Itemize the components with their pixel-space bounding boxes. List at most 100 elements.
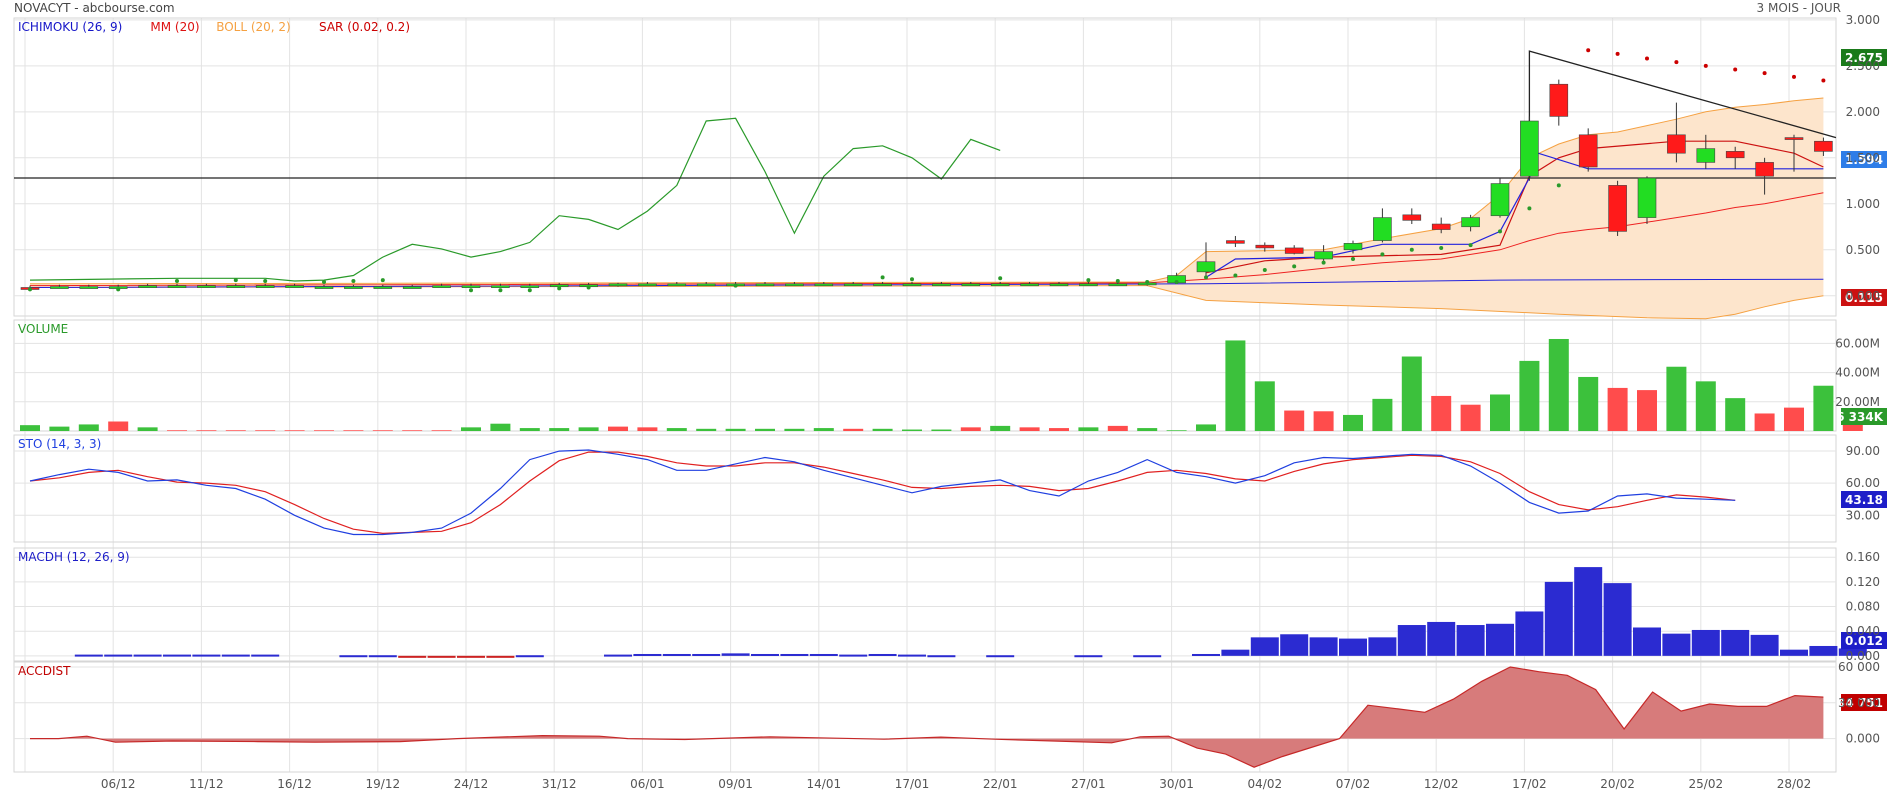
volume-bar	[167, 430, 187, 431]
volume-bar	[1813, 385, 1834, 431]
volume-bar	[1490, 394, 1510, 431]
candle-body	[314, 286, 334, 289]
macd-title: MACDH (12, 26, 9)	[18, 550, 130, 564]
macd-bar	[221, 654, 250, 657]
volume-bar	[1196, 424, 1216, 431]
x-tick-label: 14/01	[807, 777, 842, 791]
candle-body	[79, 286, 99, 289]
candle-body	[1814, 140, 1833, 152]
volume-bar	[519, 428, 540, 431]
macd-bar	[1515, 611, 1544, 656]
y-tick-label: 40.00M	[1835, 366, 1880, 380]
y-tick-label: 0.080	[1846, 600, 1880, 614]
volume-bar	[255, 430, 276, 431]
x-tick-label: 19/12	[366, 777, 401, 791]
macd-bar	[104, 654, 133, 657]
candle-body	[1608, 185, 1627, 232]
sar-dot	[1439, 245, 1444, 250]
volume-bar	[1049, 428, 1069, 431]
candle-body	[1490, 183, 1510, 217]
price-marker-bg	[1841, 289, 1887, 306]
candle-body	[402, 286, 422, 289]
sar-dot	[1762, 71, 1767, 76]
volume-bar	[1225, 340, 1246, 431]
price-marker-label: 0.115	[1845, 291, 1883, 305]
macd-bar	[1427, 621, 1456, 656]
sar-dot	[1821, 78, 1826, 83]
macd-bar	[1368, 637, 1397, 656]
candle-body	[461, 285, 481, 288]
volume-bar	[1284, 410, 1305, 431]
sar-dot	[498, 288, 503, 293]
macd-bar	[74, 654, 103, 657]
macd-bar	[427, 655, 456, 658]
candle-body	[843, 283, 863, 287]
sar-dot	[1292, 264, 1297, 269]
candle-body	[1255, 244, 1275, 249]
y-tick-label: 20.00M	[1835, 395, 1880, 409]
candle-body	[167, 285, 187, 288]
volume-bar	[1166, 430, 1187, 431]
volume-bar	[1637, 390, 1657, 431]
candle-body	[197, 285, 216, 288]
panel-frame	[13, 434, 1837, 543]
sar-dot	[322, 279, 326, 284]
candle-body	[1284, 247, 1304, 254]
sar-dot	[1145, 279, 1150, 284]
sto-marker-label: 43.18	[1845, 493, 1883, 507]
y-tick-label: 0.000	[1846, 289, 1880, 303]
x-tick-label: 12/02	[1424, 777, 1459, 791]
candle-body	[1461, 217, 1480, 228]
ichimoku-lagging-line	[29, 117, 1001, 282]
sar-dot	[1321, 260, 1326, 265]
x-tick-label: 27/01	[1071, 777, 1106, 791]
volume-bar	[813, 428, 834, 431]
y-tick-label: 60.00M	[1835, 336, 1880, 350]
sar-dot	[175, 279, 179, 284]
macd-bar	[1838, 648, 1867, 656]
accdist-line	[30, 666, 1824, 768]
sar-dot	[1204, 275, 1208, 280]
volume-bar	[1019, 427, 1040, 431]
volume-bar	[637, 427, 658, 431]
candle-body	[285, 285, 304, 288]
sar-dot	[351, 279, 356, 284]
macd-bar	[1250, 637, 1279, 656]
legend-entry: MM (20)	[150, 20, 199, 34]
volume-title: VOLUME	[18, 322, 68, 336]
candle-body	[1343, 243, 1363, 251]
volume-bar	[49, 426, 70, 431]
macd-bar	[780, 653, 809, 656]
y-tick-label: 2.500	[1846, 59, 1880, 73]
volume-bar	[284, 430, 305, 431]
sar-dot	[1115, 279, 1120, 284]
x-tick-label: 25/02	[1689, 777, 1724, 791]
macd-bar	[1133, 655, 1162, 658]
period-label: 3 MOIS - JOUR	[1757, 1, 1841, 15]
macd-bar	[368, 655, 397, 658]
sar-dot	[116, 287, 121, 292]
candle-body	[226, 285, 246, 288]
panel-frame	[13, 17, 1837, 317]
macd-bar	[692, 653, 721, 656]
moving-average-line	[29, 192, 1824, 287]
volume-bar	[1578, 376, 1599, 431]
sar-dot	[28, 287, 32, 292]
candle-body	[1520, 120, 1539, 177]
x-tick-label: 06/12	[101, 777, 136, 791]
sar-dot	[380, 278, 385, 283]
sto-marker-bg	[1841, 491, 1887, 508]
volume-bar	[343, 430, 364, 431]
candle-body	[1637, 177, 1657, 218]
sar-dot	[1409, 247, 1414, 252]
candle-body	[344, 286, 363, 289]
candle-body	[1020, 283, 1039, 287]
volume-marker-label: 6 334K	[1836, 410, 1884, 424]
volume-bar	[1842, 421, 1863, 431]
panel-frame	[13, 660, 1837, 773]
candle-body	[696, 283, 716, 287]
candle-body	[1696, 148, 1716, 163]
volume-bar	[931, 429, 952, 431]
candle-body	[1667, 134, 1686, 154]
price-marker-label: 2.675	[1845, 51, 1883, 65]
